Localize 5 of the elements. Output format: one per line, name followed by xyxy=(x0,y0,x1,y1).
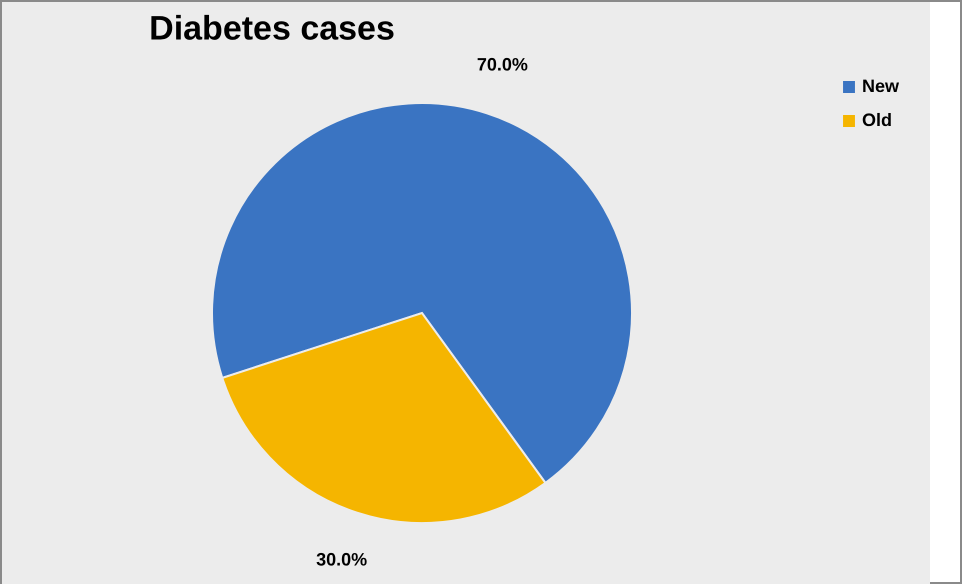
data-label: 30.0% xyxy=(316,549,368,570)
data-label: 70.0% xyxy=(476,54,528,75)
legend-label: Old xyxy=(862,110,892,130)
legend-label: New xyxy=(862,76,900,96)
chart-title: Diabetes cases xyxy=(149,10,395,48)
